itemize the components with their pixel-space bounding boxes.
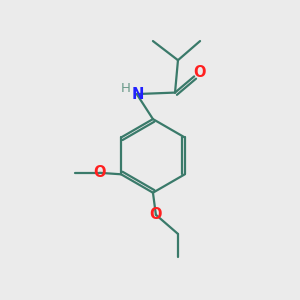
Text: O: O [150,207,162,222]
Text: H: H [121,82,130,95]
Text: O: O [193,65,206,80]
Text: N: N [132,87,144,102]
Text: O: O [94,165,106,180]
